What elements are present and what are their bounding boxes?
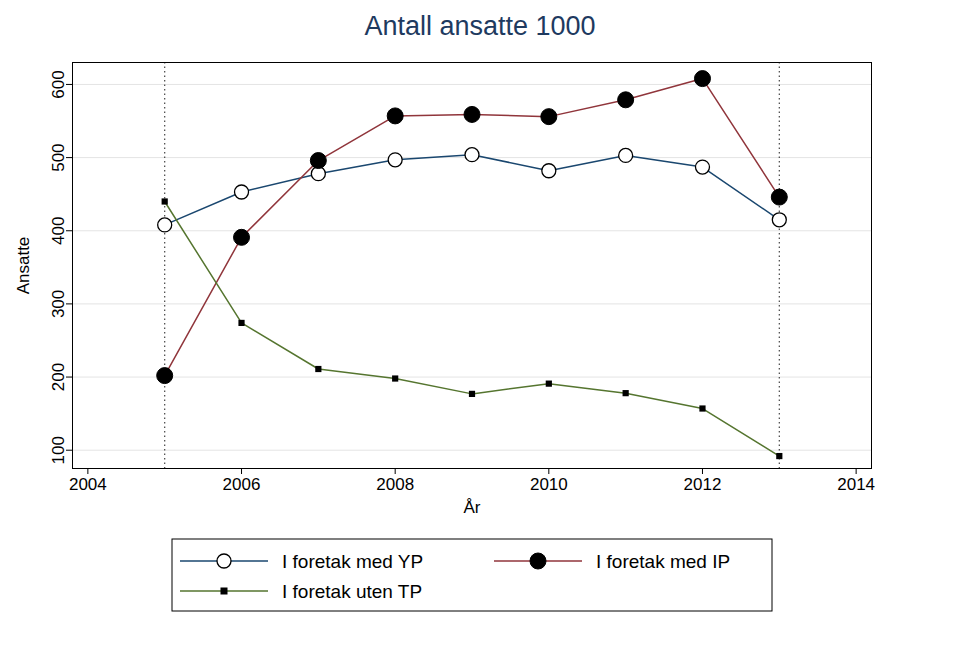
svg-text:I foretak uten TP: I foretak uten TP [282,581,422,602]
svg-text:Ansatte: Ansatte [14,237,33,295]
svg-text:100: 100 [49,436,68,464]
svg-text:År: År [464,498,481,517]
svg-text:2008: 2008 [376,475,414,494]
svg-text:400: 400 [49,217,68,245]
svg-text:I foretak med YP: I foretak med YP [282,551,423,572]
svg-text:I foretak med IP: I foretak med IP [596,551,730,572]
svg-text:2004: 2004 [69,475,107,494]
svg-text:200: 200 [49,363,68,391]
svg-text:2006: 2006 [223,475,261,494]
svg-text:2014: 2014 [837,475,875,494]
html-text:Antall ansatte 1000: Antall ansatte 1000 [364,11,596,41]
svg-text:2010: 2010 [530,475,568,494]
svg-text:600: 600 [49,70,68,98]
svg-text:500: 500 [49,143,68,171]
svg-text:300: 300 [49,290,68,318]
svg-text:2012: 2012 [684,475,722,494]
